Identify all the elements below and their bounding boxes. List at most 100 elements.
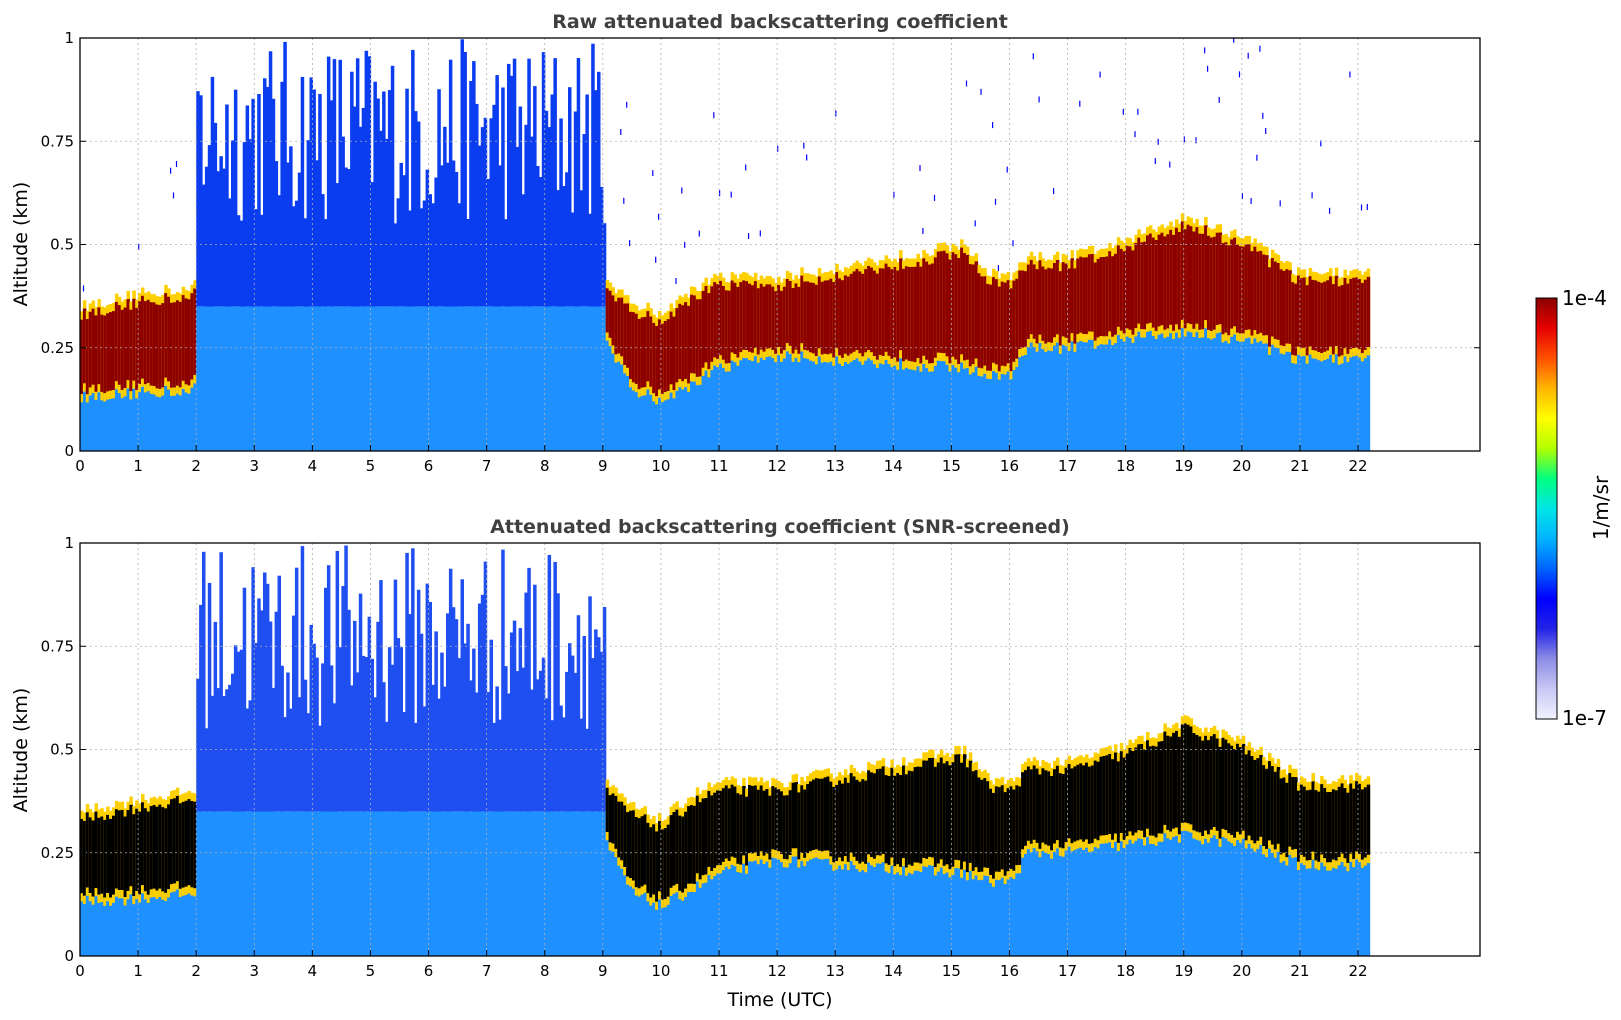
x-tick-label: 18 [1116, 962, 1135, 980]
aerosol-column [588, 306, 592, 451]
x-tick-label: 8 [540, 457, 550, 475]
aerosol-column [120, 386, 125, 451]
aerosol-column [1038, 339, 1042, 451]
cloud-core [948, 259, 952, 364]
aerosol-column [765, 350, 769, 451]
cloud-core [1209, 237, 1214, 331]
aerosol-column [1366, 351, 1371, 451]
precip-column [350, 685, 354, 812]
noise-speck [1360, 204, 1363, 211]
aerosol-column [472, 306, 476, 451]
aerosol-column [219, 306, 223, 451]
cloud-core [730, 280, 735, 353]
cloud-core [1108, 753, 1112, 834]
cloud-core [829, 781, 833, 857]
aerosol-column [225, 306, 229, 451]
aerosol-column [202, 306, 206, 451]
aerosol-column [681, 381, 685, 451]
aerosol-column [492, 811, 496, 956]
aerosol-column [559, 811, 563, 956]
aerosol-column [629, 880, 633, 956]
aerosol-column [983, 872, 987, 956]
cloud-core [922, 760, 926, 858]
cloud-core [954, 254, 958, 360]
aerosol-column [501, 306, 505, 451]
aerosol-column [486, 306, 491, 451]
aerosol-column [933, 863, 938, 956]
aerosol-column [1137, 834, 1141, 956]
y-tick-label: 0 [64, 442, 74, 460]
precip-column [547, 127, 552, 307]
aerosol-column [504, 811, 508, 956]
aerosol-column [1087, 841, 1092, 956]
cloud-core [1076, 764, 1080, 841]
cloud-core [1111, 759, 1115, 840]
aerosol-column [1256, 336, 1260, 451]
precip-column [498, 165, 502, 307]
aerosol-column [1021, 854, 1025, 956]
cloud-core [716, 790, 720, 866]
aerosol-column [1053, 844, 1057, 956]
aerosol-column [123, 891, 128, 956]
precip-column [271, 687, 276, 812]
aerosol-column [399, 306, 403, 451]
aerosol-column [1093, 840, 1098, 956]
cloud-core [690, 805, 694, 884]
aerosol-column [1102, 839, 1106, 956]
aerosol-column [1259, 337, 1263, 451]
noise-speck [1265, 128, 1267, 134]
aerosol-column [620, 359, 624, 451]
aerosol-column [1073, 843, 1077, 956]
cloud-core [109, 312, 113, 391]
precip-column [411, 49, 415, 307]
aerosol-column [780, 852, 784, 956]
cloud-core [1134, 747, 1138, 833]
cloud-core [614, 795, 618, 849]
cloud-core [1192, 733, 1196, 831]
cloud-core [82, 308, 87, 384]
precip-column [257, 94, 261, 307]
aerosol-column [161, 383, 165, 451]
noise-speck [1329, 207, 1331, 214]
aerosol-column [881, 354, 886, 451]
aerosol-column [791, 348, 796, 451]
cloud-core [710, 286, 714, 362]
aerosol-column [663, 391, 668, 451]
cloud-core [800, 785, 804, 853]
aerosol-column [143, 889, 148, 956]
precip-column [573, 672, 578, 812]
cloud-core [1189, 226, 1193, 325]
precip-column [562, 717, 566, 812]
noise-speck [994, 198, 997, 205]
cloud-core [1282, 270, 1286, 347]
aerosol-column [568, 811, 572, 956]
aerosol-column [1000, 873, 1005, 956]
aerosol-column [547, 811, 552, 956]
precip-column [335, 550, 340, 812]
precip-column [524, 124, 528, 307]
aerosol-column [309, 306, 313, 451]
aerosol-column [1326, 856, 1330, 956]
aerosol-column [149, 384, 154, 451]
cloud-core [785, 279, 790, 344]
noise-speck [172, 192, 175, 199]
aerosol-column [684, 380, 688, 451]
aerosol-column [782, 853, 787, 956]
cloud-core [1125, 753, 1130, 837]
precip-column [202, 551, 206, 812]
cloud-core [141, 295, 145, 379]
aerosol-column [672, 386, 676, 451]
aerosol-column [904, 861, 909, 956]
precip-column [515, 146, 520, 307]
aerosol-column [109, 387, 113, 451]
aerosol-column [379, 811, 383, 956]
aerosol-column [899, 355, 903, 451]
cloud-core [1305, 790, 1310, 861]
aerosol-column [713, 868, 717, 956]
aerosol-column [823, 855, 828, 956]
cloud-core [1265, 255, 1269, 336]
aerosol-column [472, 811, 476, 956]
cloud-core [1355, 781, 1359, 852]
aerosol-column [1204, 325, 1208, 451]
aerosol-column [1146, 833, 1150, 956]
